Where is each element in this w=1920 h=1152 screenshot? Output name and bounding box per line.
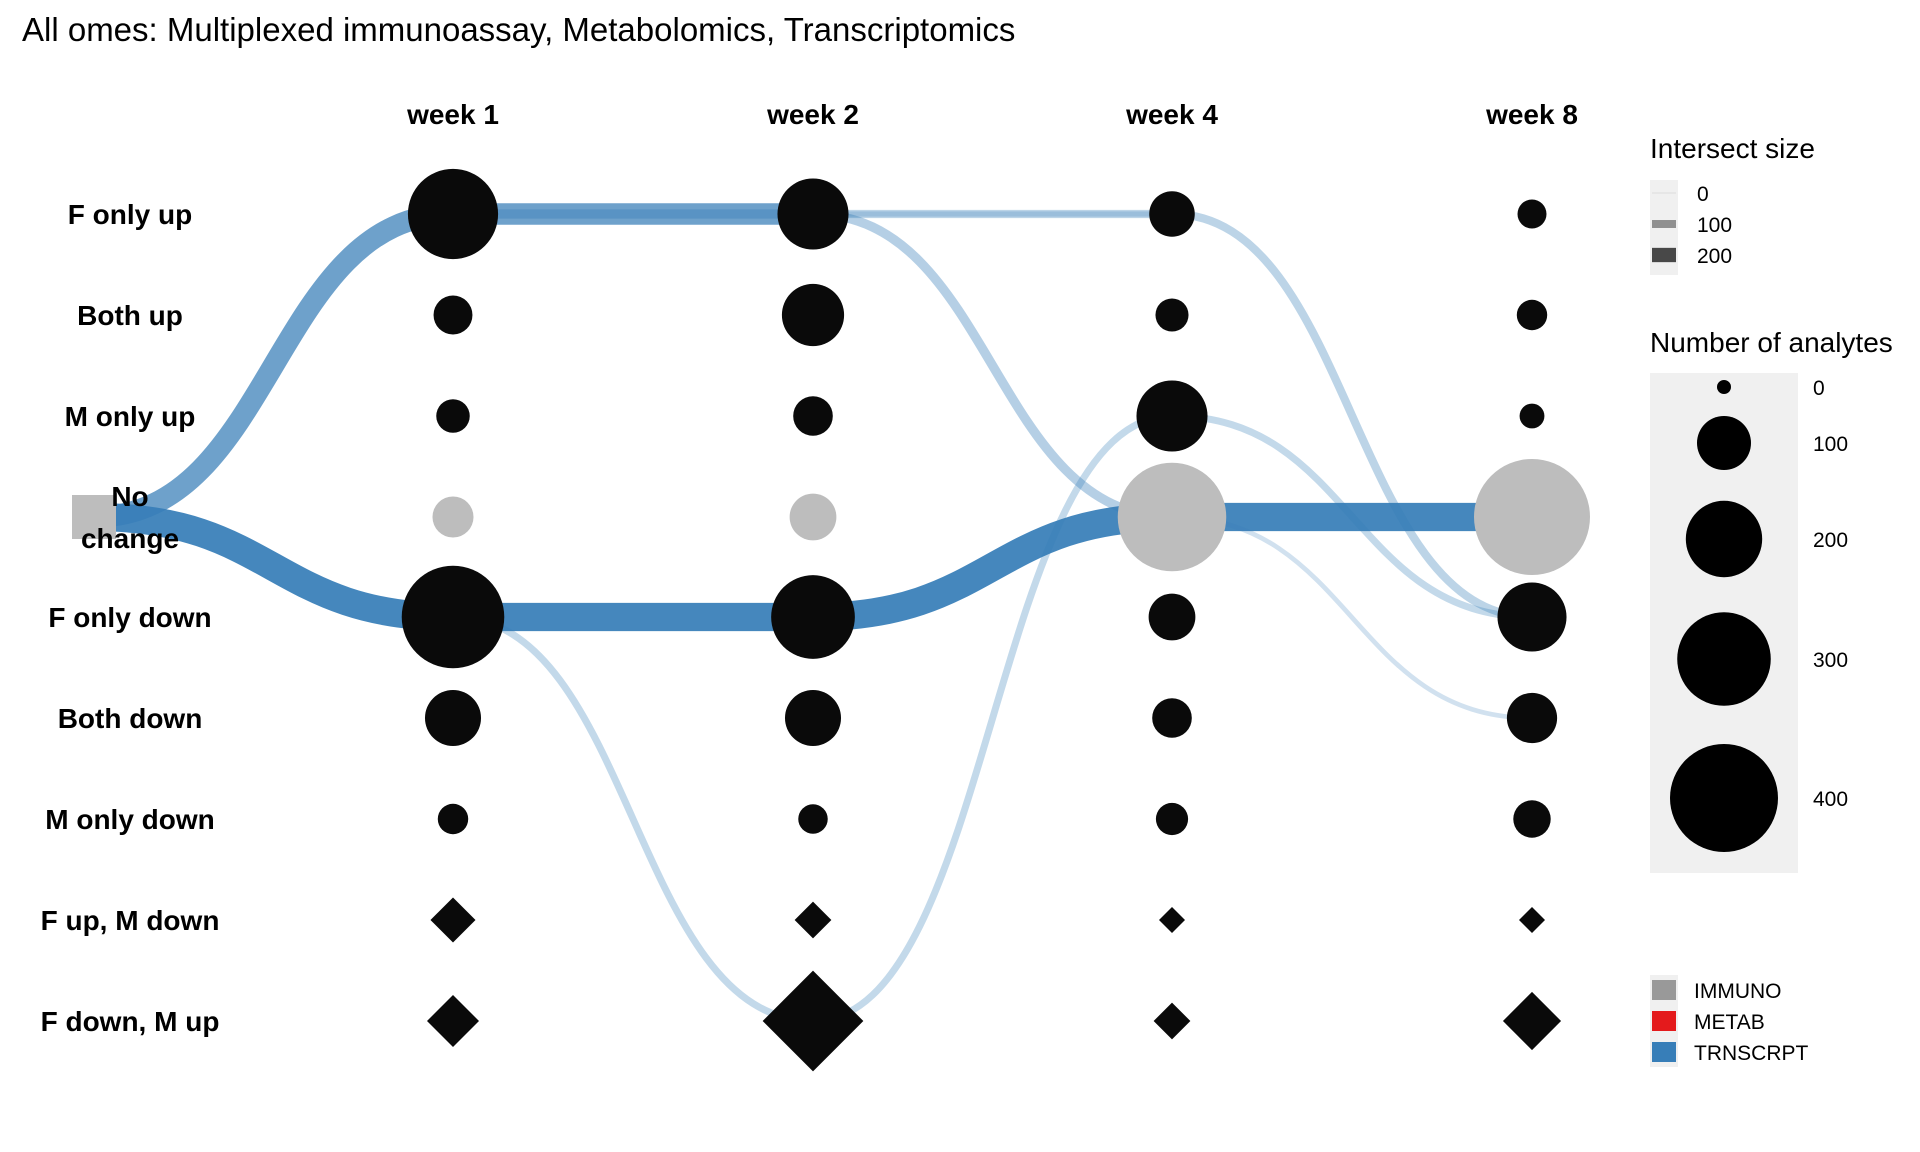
point-f-only-down-week-4 [1148,593,1196,641]
week-label-week-1: week 1 [406,99,499,130]
point-f-up-m-down-week-1 [430,897,476,943]
week-label-week-8: week 8 [1485,99,1578,130]
row-label-line: No [111,481,148,512]
point-m-only-down-week-2 [798,804,828,834]
flow-trnscrpt-3 [813,209,1533,622]
point-no-change-week-1 [432,496,474,538]
point-m-only-up-week-8 [1519,403,1545,429]
row-label-f-down-m-up: F down, M up [41,1006,220,1037]
point-both-up-week-8 [1516,299,1548,331]
analytes-legend-key-300 [1677,612,1771,706]
point-both-down-week-2 [784,689,842,747]
row-label-f-only-down: F only down [48,602,211,633]
point-both-down-week-8 [1506,692,1558,744]
analytes-legend-key-100 [1696,415,1752,471]
week-label-week-4: week 4 [1125,99,1218,130]
row-label-f-up-m-down: F up, M down [41,905,220,936]
point-f-down-m-up-week-2 [762,970,864,1072]
change-category-labels: F only up Both up M only up No change F only … [41,199,220,1037]
flow-trnscrpt-6 [1171,514,1533,721]
points-layer [401,168,1590,1072]
intersect-legend-label: 0 [1697,183,1709,206]
intersect-legend-key-100 [1652,220,1676,228]
point-no-change-week-8 [1474,459,1590,575]
analytes-legend-key-0 [1717,380,1731,394]
point-m-only-down-week-4 [1155,802,1189,836]
chart-title: All omes: Multiplexed immunoassay, Metab… [22,11,1015,48]
ome-color-legend: IMMUNO METAB TRNSCRPT [1650,975,1809,1067]
point-f-only-down-week-1 [401,565,505,669]
row-label-both-down: Both down [58,703,203,734]
ome-legend-label: IMMUNO [1694,980,1782,1003]
ome-legend-key-immuno [1652,980,1676,1000]
flows-layer [72,203,1533,1025]
intersect-size-legend-title: Intersect size [1650,133,1815,164]
analytes-legend-label: 100 [1813,433,1848,456]
ome-legend-label: TRNSCRPT [1694,1042,1809,1065]
ome-legend-key-metab [1652,1011,1676,1031]
point-f-up-m-down-week-8 [1519,907,1545,933]
legend: Intersect size 0 100 200 Number of analyte… [1650,133,1893,1067]
week-label-week-2: week 2 [766,99,859,130]
point-f-only-up-week-1 [407,168,499,260]
point-f-up-m-down-week-4 [1159,907,1185,933]
analytes-legend-key-400 [1669,743,1779,853]
intersect-size-legend: 0 100 200 [1650,180,1732,275]
point-m-only-up-week-4 [1136,380,1208,452]
point-f-only-up-week-4 [1149,191,1195,237]
point-f-only-up-week-2 [777,178,849,250]
ome-legend-label: METAB [1694,1011,1765,1034]
analytes-legend-label: 300 [1813,649,1848,672]
point-f-only-up-week-8 [1517,199,1547,229]
intersect-legend-key-200 [1652,247,1676,263]
point-f-down-m-up-week-8 [1502,991,1562,1051]
flow-trnscrpt-0 [93,203,813,528]
analytes-size-legend: 0 100 200 300 400 [1650,373,1848,873]
week-labels: week 1 week 2 week 4 week 8 [406,99,1578,130]
row-label-m-only-down: M only down [45,804,215,835]
point-f-up-m-down-week-2 [794,901,832,939]
point-m-only-up-week-1 [436,399,470,433]
point-f-down-m-up-week-1 [427,995,479,1047]
intersect-legend-label: 100 [1697,214,1732,237]
point-f-down-m-up-week-4 [1153,1002,1191,1040]
row-label-m-only-up: M only up [65,401,196,432]
baseline-marker [72,495,116,539]
point-f-only-down-week-8 [1497,582,1567,652]
row-label-line: change [81,523,179,554]
intersect-legend-key-0 [1652,192,1676,194]
analytes-legend-title: Number of analytes [1650,327,1893,358]
point-both-up-week-4 [1155,298,1189,332]
point-f-only-down-week-2 [771,575,855,659]
point-both-up-week-1 [433,295,473,335]
flow-trnscrpt-5 [452,412,1533,1025]
ome-legend-key-trnscrpt [1652,1042,1676,1062]
row-label-no-change: No change [81,481,179,554]
analytes-legend-key-200 [1685,500,1763,578]
analytes-legend-label: 200 [1813,529,1848,552]
row-label-both-up: Both up [77,300,183,331]
point-both-up-week-2 [781,283,845,347]
point-m-only-up-week-2 [793,396,833,436]
point-both-down-week-4 [1152,698,1192,738]
point-m-only-down-week-8 [1513,800,1551,838]
analytes-legend-label: 0 [1813,377,1825,400]
intersect-legend-label: 200 [1697,245,1732,268]
flow-trnscrpt-2 [453,209,1173,522]
analytes-legend-label: 400 [1813,788,1848,811]
row-label-f-only-up: F only up [68,199,192,230]
point-both-down-week-1 [424,689,482,747]
point-no-change-week-4 [1117,462,1227,572]
point-no-change-week-2 [789,493,837,541]
point-m-only-down-week-1 [437,803,469,835]
